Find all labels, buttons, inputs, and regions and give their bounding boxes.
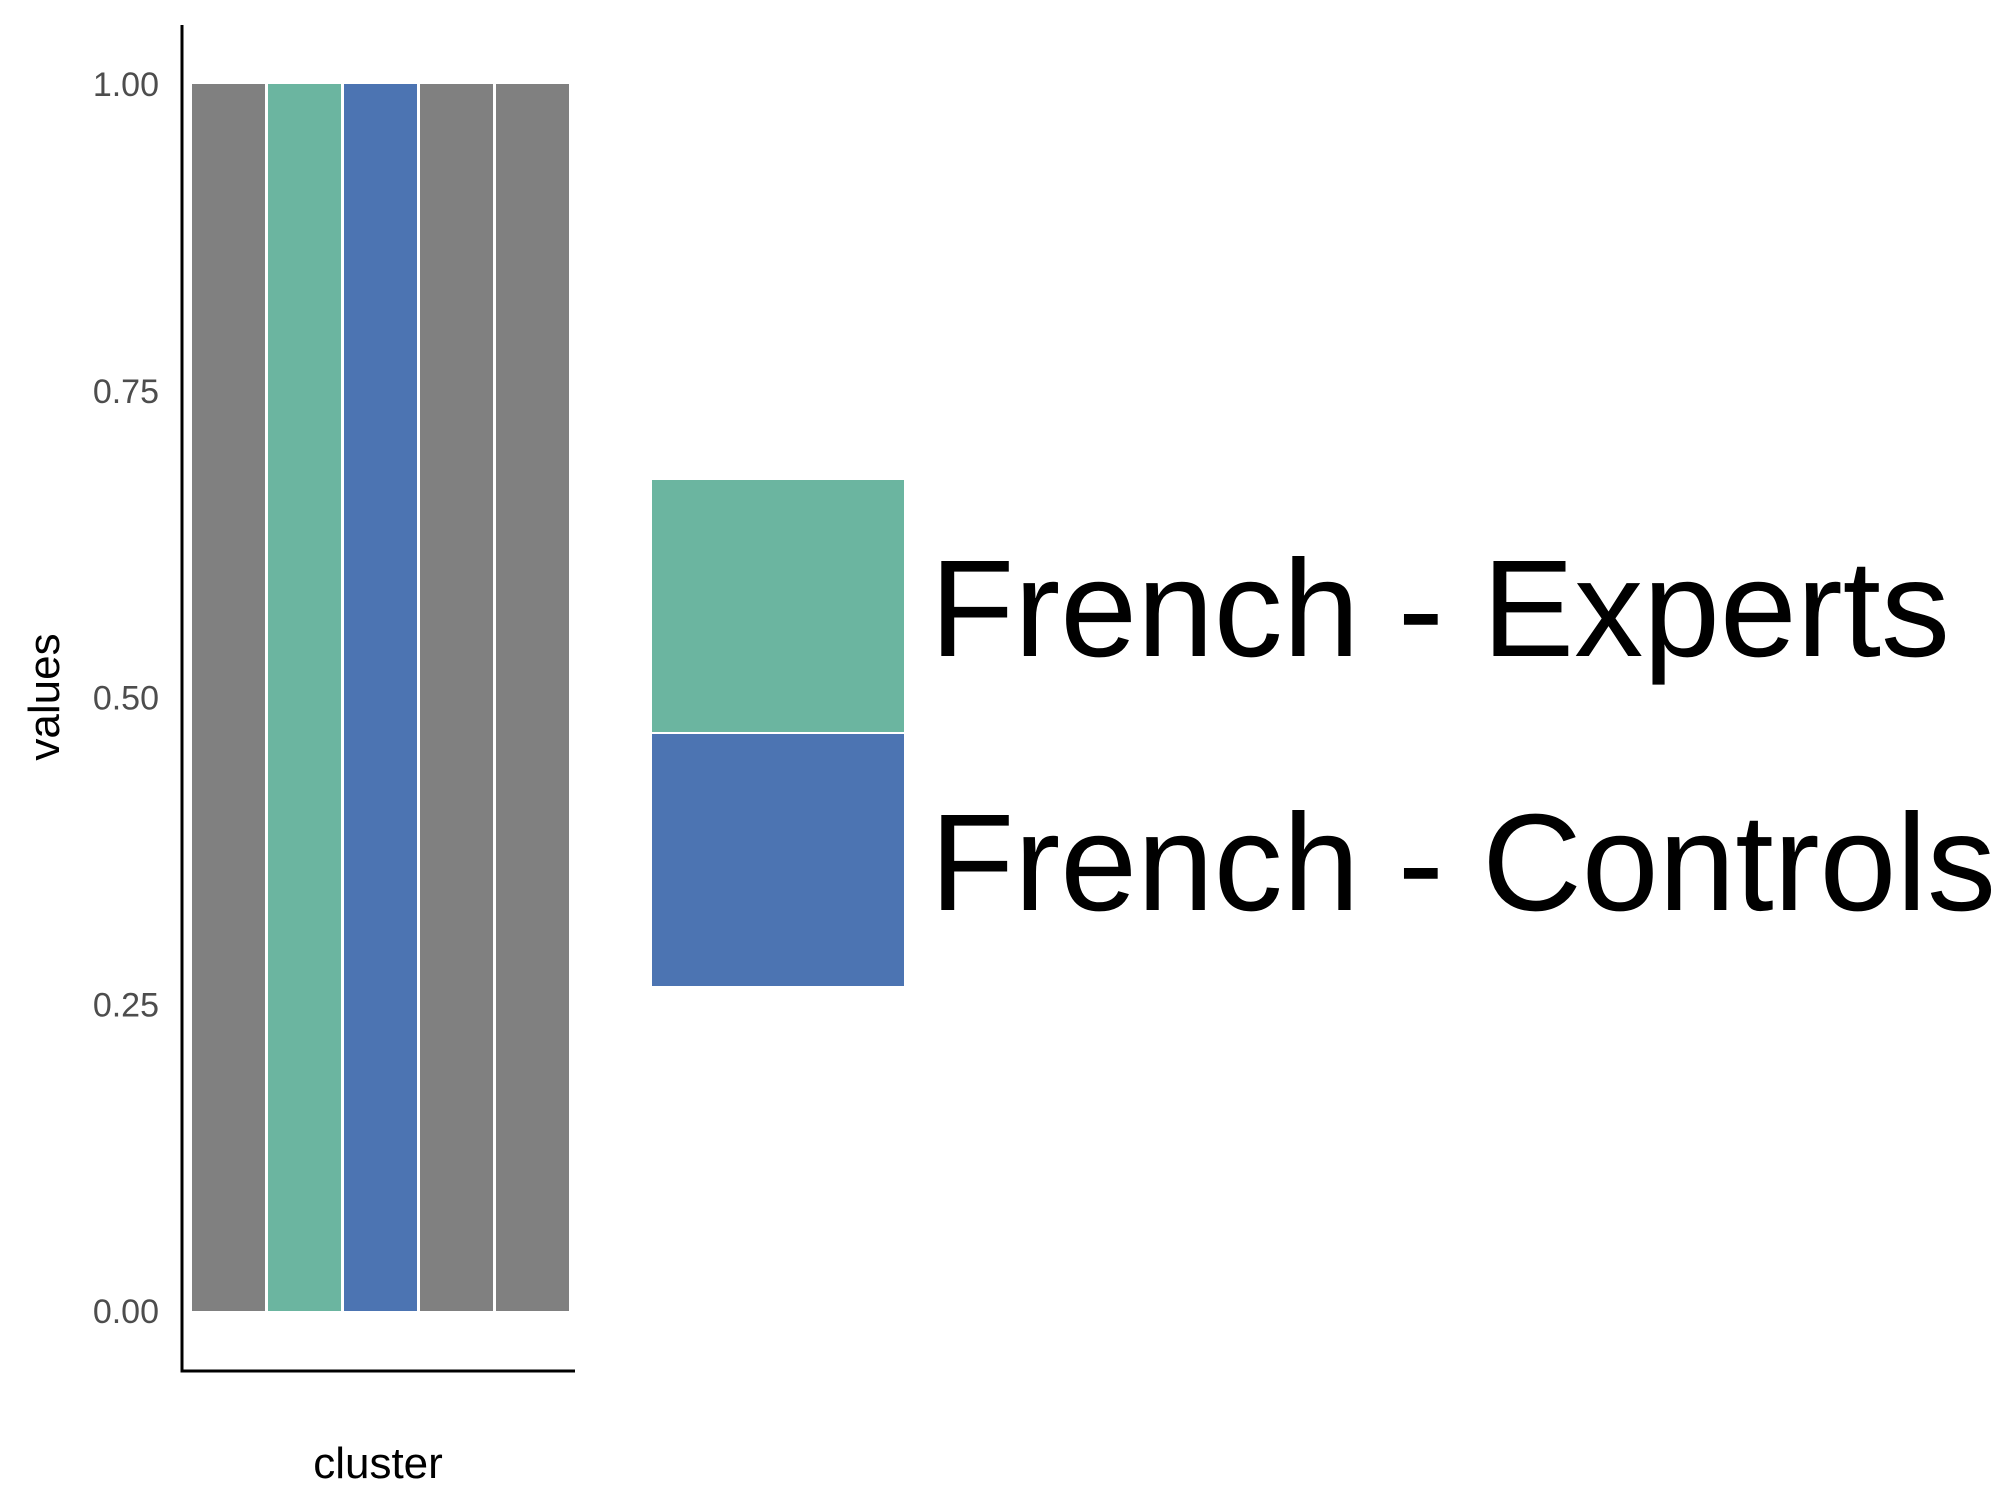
legend-key-2 — [652, 734, 904, 986]
bar-3 — [344, 84, 417, 1311]
y-axis-title: values — [20, 633, 69, 760]
bar-1 — [192, 84, 265, 1311]
legend-label-1: French - Experts — [930, 532, 1950, 686]
legend-key-1 — [652, 480, 904, 732]
bars-group — [192, 84, 569, 1311]
legend: French - Experts French - Controls — [652, 480, 1996, 986]
bar-5 — [496, 84, 569, 1311]
bar-2 — [268, 84, 341, 1311]
y-tick-label: 0.00 — [93, 1293, 159, 1331]
x-axis-title: cluster — [313, 1439, 443, 1488]
y-tick-labels: 0.00 0.25 0.50 0.75 1.00 — [93, 66, 159, 1331]
y-tick-label: 0.25 — [93, 986, 159, 1024]
y-tick-label: 0.75 — [93, 373, 159, 411]
bar-4 — [420, 84, 493, 1311]
y-tick-label: 1.00 — [93, 66, 159, 104]
y-tick-label: 0.50 — [93, 680, 159, 718]
legend-label-2: French - Controls — [930, 786, 1996, 940]
